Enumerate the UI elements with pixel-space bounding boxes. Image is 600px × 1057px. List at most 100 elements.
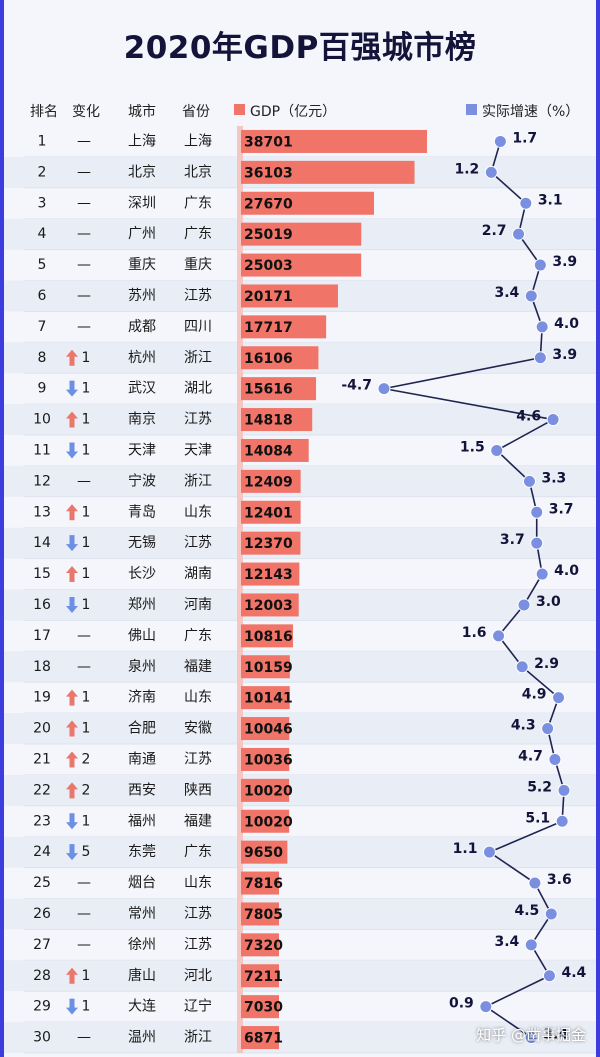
rank-cell: 17: [33, 628, 51, 644]
rank-cell: 2: [38, 164, 47, 180]
growth-label: 3.9: [552, 254, 577, 270]
arrow-up-icon: [66, 967, 78, 984]
city-cell: 青岛: [128, 504, 156, 520]
header-growth: 实际增速（%）: [482, 104, 580, 120]
arrow-up-icon: [66, 751, 78, 768]
gdp-bar: [241, 1026, 279, 1050]
province-cell: 天津: [184, 442, 212, 458]
growth-label: 3.4: [543, 1027, 568, 1043]
change-cell: 1: [82, 504, 91, 520]
gdp-bar-label: 10036: [244, 752, 293, 768]
growth-label: 1.6: [462, 625, 487, 641]
gdp-bar: [241, 809, 290, 833]
change-cell: 1: [82, 535, 91, 551]
city-cell: 徐州: [128, 937, 156, 953]
rank-cell: 29: [33, 999, 51, 1015]
gdp-bar: [241, 408, 313, 432]
city-cell: 福州: [128, 813, 156, 829]
growth-label: 3.3: [541, 470, 566, 486]
row-background: [4, 836, 596, 868]
rank-cell: 25: [33, 875, 51, 891]
gdp-bar: [241, 315, 327, 339]
province-cell: 江苏: [184, 288, 212, 304]
arrow-down-icon: [66, 998, 78, 1015]
row-background: [4, 651, 596, 683]
province-cell: 重庆: [184, 257, 212, 273]
header-gdp: GDP（亿元）: [250, 104, 337, 120]
province-cell: 广东: [184, 226, 212, 242]
arrow-up-icon: [66, 782, 78, 799]
gdp-bar: [241, 995, 279, 1019]
gdp-bar-label: 7211: [244, 969, 283, 985]
city-cell: 烟台: [128, 875, 156, 891]
growth-label: 4.0: [554, 563, 579, 579]
gdp-bar: [241, 222, 362, 246]
row-background: [4, 960, 596, 992]
city-cell: 无锡: [128, 535, 156, 551]
rank-cell: 7: [38, 319, 47, 335]
gdp-bar-label: 7816: [244, 876, 283, 892]
change-cell: —: [77, 319, 91, 335]
province-cell: 江苏: [184, 535, 212, 551]
rank-cell: 16: [33, 597, 51, 613]
gdp-bar-label: 10816: [244, 629, 293, 645]
growth-label: 3.6: [547, 872, 572, 888]
growth-point: [557, 783, 571, 797]
gdp-bar-label: 25019: [244, 227, 293, 243]
rank-cell: 23: [33, 813, 51, 829]
growth-label: 4.4: [561, 965, 586, 981]
city-cell: 温州: [128, 1030, 156, 1046]
growth-point: [533, 258, 547, 272]
rank-cell: 6: [38, 288, 47, 304]
growth-label: 1.1: [453, 841, 478, 857]
growth-label: 0.9: [449, 996, 474, 1012]
growth-label: 1.5: [460, 439, 485, 455]
gdp-bar: [241, 840, 288, 864]
change-cell: 1: [82, 813, 91, 829]
gdp-bar-label: 25003: [244, 258, 293, 274]
change-cell: —: [77, 937, 91, 953]
change-cell: 1: [82, 968, 91, 984]
gdp-bar: [241, 562, 300, 586]
arrow-up-icon: [66, 349, 78, 366]
change-cell: —: [77, 1030, 91, 1046]
gdp-bar: [241, 778, 290, 802]
growth-label: 2.7: [482, 223, 507, 239]
growth-label: 1.7: [512, 130, 537, 146]
growth-point: [490, 443, 504, 457]
gdp-bar: [241, 747, 290, 771]
gdp-bar: [241, 129, 427, 153]
gdp-bar-label: 20171: [244, 289, 293, 305]
arrow-up-icon: [66, 566, 78, 583]
gdp-bar-label: 12003: [244, 598, 293, 614]
city-cell: 常州: [128, 906, 156, 922]
province-cell: 安徽: [184, 721, 212, 737]
province-cell: 浙江: [184, 350, 212, 366]
gdp-bar-label: 7320: [244, 938, 283, 954]
province-cell: 江苏: [184, 412, 212, 428]
province-cell: 北京: [184, 164, 212, 180]
growth-point: [524, 289, 538, 303]
growth-point: [517, 598, 531, 612]
province-cell: 广东: [184, 844, 212, 860]
city-cell: 西安: [128, 782, 156, 798]
gdp-bar: [241, 902, 279, 926]
gdp-bar: [241, 500, 301, 524]
change-cell: 1: [82, 350, 91, 366]
growth-point: [528, 876, 542, 890]
watermark: 知乎 @凿事掘金: [476, 1026, 586, 1044]
gdp-bar: [241, 346, 319, 370]
city-cell: 广州: [128, 226, 156, 242]
growth-label: 3.4: [494, 285, 519, 301]
growth-point: [544, 907, 558, 921]
gdp-bar: [241, 531, 301, 555]
change-cell: 1: [82, 999, 91, 1015]
gdp-bar: [241, 253, 362, 277]
change-cell: —: [77, 288, 91, 304]
growth-label: 4.6: [516, 409, 541, 425]
rank-cell: 3: [38, 195, 47, 211]
gdp-bar: [241, 191, 374, 215]
growth-label: 3.7: [500, 532, 525, 548]
growth-point: [492, 629, 506, 643]
change-cell: —: [77, 164, 91, 180]
